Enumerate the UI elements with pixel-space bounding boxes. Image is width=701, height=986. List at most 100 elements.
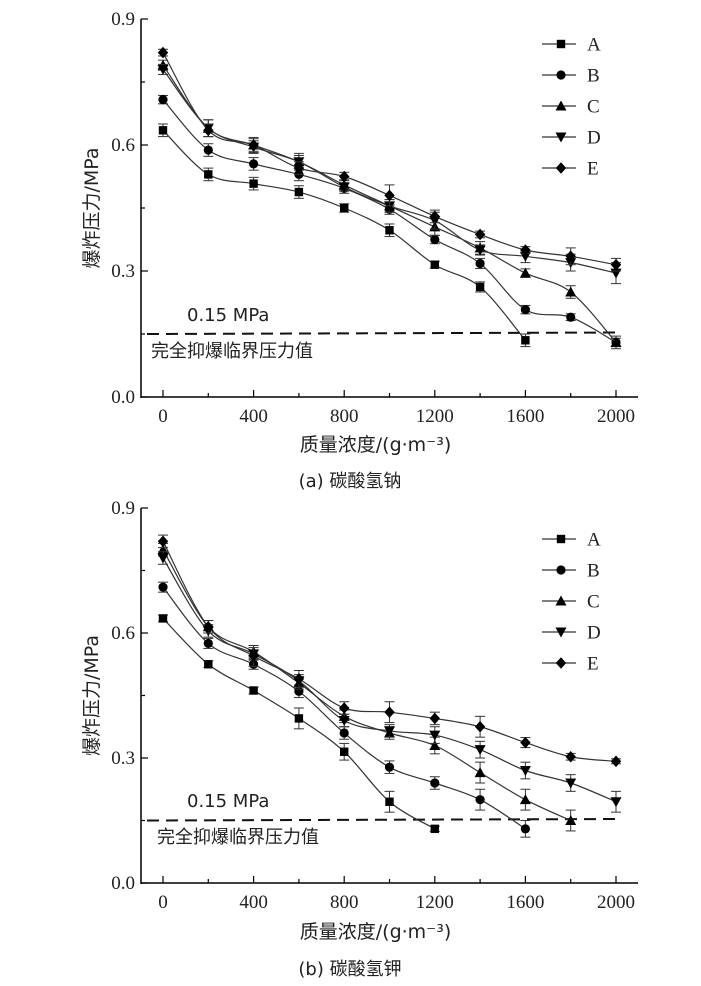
data-point-B bbox=[520, 824, 531, 834]
data-point-E bbox=[565, 750, 576, 763]
x-tick-label: 1200 bbox=[416, 892, 454, 913]
y-tick-label: 0.9 bbox=[111, 9, 135, 30]
legend-item-A: A bbox=[542, 530, 601, 551]
x-tick-label: 0 bbox=[158, 892, 168, 913]
data-point-E bbox=[248, 650, 259, 662]
data-point-D bbox=[157, 64, 169, 75]
legend-label: A bbox=[587, 530, 601, 551]
x-tick-label: 1600 bbox=[506, 406, 544, 427]
data-point-C bbox=[474, 767, 486, 778]
x-tick-label: 2000 bbox=[597, 406, 635, 427]
data-point-D bbox=[338, 716, 350, 726]
x-tick-label: 2000 bbox=[597, 892, 635, 913]
data-point-A bbox=[204, 170, 213, 179]
data-point-D bbox=[474, 245, 486, 256]
x-axis-title: 质量浓度/(g·m⁻³) bbox=[300, 921, 451, 943]
legend-marker-D bbox=[555, 627, 567, 638]
data-point-E bbox=[384, 189, 395, 202]
data-point-D bbox=[429, 730, 441, 741]
x-tick-label: 800 bbox=[330, 892, 359, 913]
threshold-text: 完全抑爆临界压力值 bbox=[151, 341, 313, 362]
legend-marker-E bbox=[555, 657, 567, 669]
data-point-A bbox=[249, 686, 258, 695]
data-point-A bbox=[158, 126, 168, 135]
data-point-C bbox=[519, 267, 531, 278]
data-point-A bbox=[385, 226, 394, 235]
data-point-A bbox=[294, 714, 304, 723]
legend-label: D bbox=[587, 623, 601, 644]
figure-caption: (b) 碳酸氢钾 bbox=[298, 959, 401, 980]
data-point-D bbox=[519, 251, 531, 262]
data-point-B bbox=[203, 638, 213, 649]
data-point-B bbox=[520, 305, 531, 315]
threshold-value-label: 0.15 MPa bbox=[187, 305, 269, 326]
data-point-D bbox=[610, 797, 622, 808]
data-point-B bbox=[566, 312, 576, 322]
data-point-B bbox=[384, 762, 395, 772]
data-point-D bbox=[157, 553, 169, 564]
data-point-E bbox=[339, 702, 350, 714]
y-axis-title: 爆炸压力/MPa bbox=[81, 147, 103, 268]
data-point-B bbox=[430, 778, 440, 788]
data-point-C bbox=[429, 740, 441, 750]
legend-label: C bbox=[587, 97, 600, 118]
threshold-line bbox=[146, 818, 621, 822]
x-tick-label: 400 bbox=[239, 892, 268, 913]
series-A bbox=[158, 123, 531, 348]
legend-label: A bbox=[587, 35, 601, 56]
legend-marker-B bbox=[556, 70, 566, 80]
data-point-C bbox=[565, 286, 577, 297]
legend-label: B bbox=[587, 66, 600, 87]
series-E bbox=[157, 534, 622, 768]
data-point-B bbox=[158, 582, 168, 592]
data-point-D bbox=[565, 778, 577, 789]
data-point-A bbox=[249, 179, 258, 188]
data-point-E bbox=[610, 258, 622, 271]
legend-label: C bbox=[587, 592, 600, 613]
y-tick-label: 0.0 bbox=[111, 873, 135, 894]
data-point-B bbox=[475, 795, 485, 805]
x-tick-label: 0 bbox=[158, 406, 168, 427]
legend-marker-B bbox=[556, 565, 566, 575]
data-point-E bbox=[293, 673, 305, 685]
chart-panel-b: 0.0 0.3 0.6 0.9 0 400 800 1200 1600 2000 质量浓度/(g·m… bbox=[81, 498, 638, 980]
threshold-text: 完全抑爆临界压力值 bbox=[157, 827, 319, 848]
data-point-E bbox=[203, 620, 214, 633]
data-point-E bbox=[429, 712, 440, 725]
legend-item-B: B bbox=[542, 561, 600, 582]
y-tick-label: 0.6 bbox=[111, 135, 135, 156]
legend-item-E: E bbox=[542, 654, 599, 675]
data-point-A bbox=[340, 203, 349, 213]
y-tick-label: 0.9 bbox=[111, 498, 135, 519]
data-point-E bbox=[203, 124, 214, 137]
data-point-C bbox=[565, 815, 577, 825]
series-line-D bbox=[162, 69, 617, 274]
figure-caption: (a) 碳酸氢钠 bbox=[299, 471, 402, 492]
legend-marker-A bbox=[556, 534, 566, 544]
legend-item-D: D bbox=[542, 623, 601, 644]
data-point-E bbox=[157, 535, 169, 548]
y-tick-label: 0.3 bbox=[111, 748, 135, 769]
x-tick-label: 1600 bbox=[506, 892, 544, 913]
series-D bbox=[157, 63, 622, 285]
data-point-A bbox=[158, 614, 168, 623]
y-tick-label: 0.3 bbox=[111, 261, 135, 282]
legend-label: E bbox=[587, 654, 599, 675]
x-tick-label: 400 bbox=[239, 406, 268, 427]
series-line-C bbox=[162, 549, 571, 822]
data-point-E bbox=[429, 210, 440, 223]
data-point-B bbox=[249, 159, 259, 169]
data-point-E bbox=[384, 706, 395, 718]
legend-item-C: C bbox=[542, 97, 600, 118]
data-point-A bbox=[294, 187, 304, 197]
data-point-D bbox=[338, 182, 350, 193]
data-point-E bbox=[157, 46, 169, 59]
data-point-A bbox=[521, 336, 530, 345]
data-point-A bbox=[475, 282, 485, 292]
legend-item-A: A bbox=[542, 35, 601, 56]
data-point-B bbox=[158, 95, 168, 105]
data-point-E bbox=[474, 228, 486, 241]
data-point-E bbox=[520, 736, 531, 749]
series-C bbox=[157, 542, 577, 832]
